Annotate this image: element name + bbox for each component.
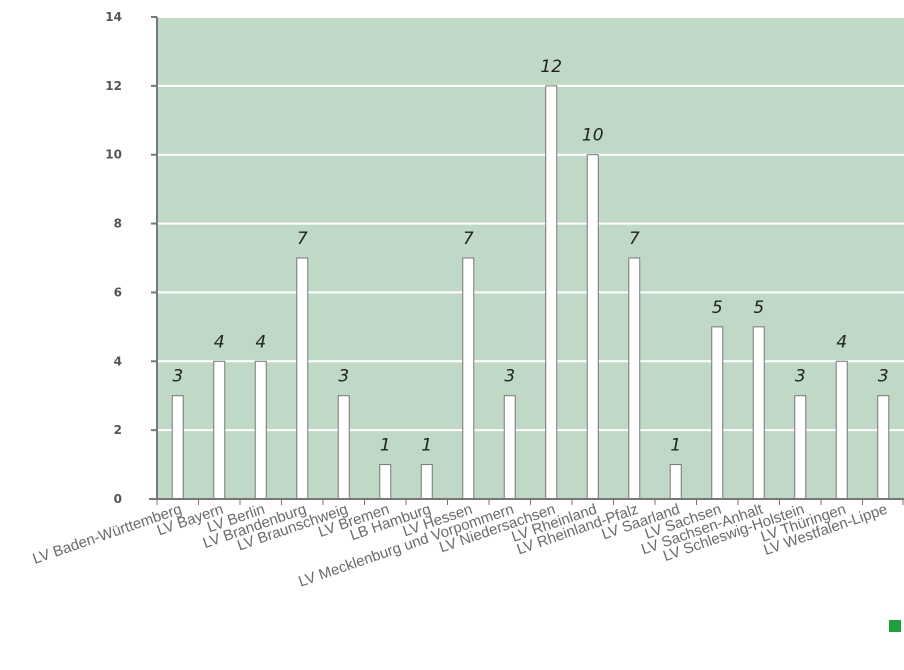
bar (669, 464, 682, 500)
bar (628, 257, 641, 500)
data-label: 12 (540, 57, 562, 77)
y-tick-label: 10 (105, 148, 122, 162)
data-label: 4 (255, 332, 266, 352)
bar (171, 395, 184, 500)
bar (420, 464, 433, 500)
bar (711, 326, 724, 500)
bar (503, 395, 516, 500)
y-tick-label: 2 (114, 423, 122, 437)
bar (254, 360, 267, 500)
data-label: 4 (836, 332, 847, 352)
data-label: 3 (172, 367, 183, 387)
data-label: 3 (338, 367, 349, 387)
y-tick-label: 4 (114, 354, 122, 368)
data-label: 4 (214, 332, 225, 352)
y-tick-label: 0 (114, 492, 122, 506)
data-label: 7 (463, 229, 474, 249)
data-label: 3 (795, 367, 806, 387)
y-tick-label: 6 (114, 285, 122, 299)
data-label: 7 (297, 229, 308, 249)
data-label: 7 (629, 229, 640, 249)
y-tick-label: 12 (105, 79, 122, 93)
bar (296, 257, 309, 500)
bar (835, 360, 848, 500)
data-label: 3 (504, 367, 515, 387)
y-tick-labels: 0 2 4 6 8 10 12 14 (105, 10, 122, 506)
data-label: 1 (670, 436, 681, 456)
plot-background (157, 17, 904, 499)
y-tick-label: 14 (105, 10, 122, 24)
bar (794, 395, 807, 500)
bar (337, 395, 350, 500)
axes (149, 16, 904, 505)
y-tick-label: 8 (114, 217, 122, 231)
bar (462, 257, 475, 500)
data-label: 1 (380, 436, 391, 456)
bar (877, 395, 890, 500)
data-label: 5 (753, 298, 764, 318)
data-label: 5 (712, 298, 723, 318)
legend-marker (889, 620, 901, 632)
bar (213, 360, 226, 500)
bar (586, 154, 599, 500)
data-label: 10 (582, 126, 604, 146)
bar (752, 326, 765, 500)
data-label: 3 (878, 367, 889, 387)
bar (379, 464, 392, 500)
data-label: 1 (421, 436, 432, 456)
bars (171, 85, 890, 500)
gridlines (157, 16, 904, 432)
bar (545, 85, 558, 500)
